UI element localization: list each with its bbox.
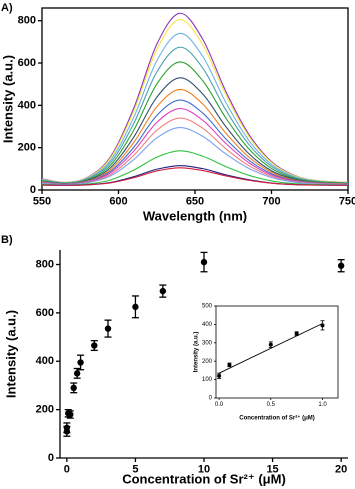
x-tick-label: 15 <box>266 464 278 476</box>
x-tick-label: 5 <box>132 464 138 476</box>
x-tick-label: 0 <box>64 464 70 476</box>
axes-frame <box>215 305 339 399</box>
data-point <box>159 287 167 295</box>
y-tick-label: 800 <box>36 258 54 270</box>
data-point <box>67 411 74 418</box>
y-tick-label: 0 <box>48 452 54 464</box>
data-point <box>132 303 139 311</box>
x-tick-label: 650 <box>186 196 204 208</box>
panel-label: A) <box>1 2 13 14</box>
x-axis-label: Wavelength (nm) <box>143 208 247 223</box>
y-tick-label: 300 <box>202 340 213 346</box>
data-point <box>217 373 222 378</box>
spectrum-line <box>41 88 349 185</box>
y-axis-label: Intensity (a.u.) <box>3 310 18 398</box>
data-point <box>104 325 112 332</box>
data-point <box>73 370 81 377</box>
spectrum-line <box>41 77 349 185</box>
x-axis-label: Concentration of Sr²⁺ (μM) <box>239 415 315 422</box>
spectrum-line <box>41 150 349 186</box>
data-point <box>337 262 345 269</box>
spectrum-line <box>41 117 349 186</box>
y-tick-label: 200 <box>36 404 54 416</box>
x-tick-label: 550 <box>33 196 51 208</box>
spectrum-line <box>41 99 349 185</box>
y-tick-label: 400 <box>18 99 36 111</box>
spectrum-line <box>41 32 349 184</box>
data-point <box>63 424 71 431</box>
axes-frame <box>41 7 349 191</box>
y-tick-label: 200 <box>18 142 36 154</box>
x-tick-label: 600 <box>109 196 127 208</box>
x-tick-label: 0.5 <box>267 402 276 408</box>
x-tick-label: 700 <box>262 196 280 208</box>
y-axis-label: Intensity (a.u.) <box>0 55 15 143</box>
data-point <box>70 384 77 392</box>
data-point <box>320 323 325 328</box>
data-point <box>268 342 273 347</box>
x-tick-label: 20 <box>335 464 347 476</box>
y-tick-label: 500 <box>202 304 213 310</box>
y-axis-label: Intensity (a.u.) <box>194 332 200 373</box>
data-point <box>77 359 84 366</box>
y-tick-label: 200 <box>202 359 213 365</box>
data-point <box>91 342 98 349</box>
x-tick-label: 1.0 <box>318 402 327 408</box>
y-tick-label: 0 <box>30 184 36 196</box>
spectrum-line <box>41 107 349 185</box>
spectrum-line <box>41 127 349 186</box>
x-axis-label: Concentration of Sr²⁺ (μM) <box>122 471 286 486</box>
y-tick-label: 400 <box>36 355 54 367</box>
data-point <box>200 258 208 266</box>
spectrum-line <box>41 12 349 183</box>
y-tick-label: 600 <box>36 307 54 319</box>
spectrum-line <box>41 46 349 184</box>
y-tick-label: 400 <box>202 322 213 328</box>
y-tick-label: 600 <box>18 57 36 69</box>
x-tick-label: 0.0 <box>215 402 224 408</box>
chart-panel: 0 200 400 600 800 0 5 10 15 20 Concentration of Sr… <box>1 234 348 486</box>
chart-panel: 0 200 400 600 800 550 600 650 700 750 Wavelength (… <box>0 2 355 224</box>
y-tick-label: 100 <box>202 377 213 383</box>
y-tick-label: 800 <box>18 15 36 27</box>
panel-label: B) <box>1 234 13 246</box>
fit-line <box>218 323 323 374</box>
x-tick-label: 750 <box>339 196 355 208</box>
spectrum-line <box>41 61 349 184</box>
spectrum-line <box>41 167 349 186</box>
chart-panel: 0 100 200 300 400 500 0.0 0.5 1.0 Concentration o… <box>194 304 339 422</box>
data-point <box>294 331 299 336</box>
x-tick-label: 10 <box>198 464 210 476</box>
y-tick-label: 0 <box>209 396 213 402</box>
data-point <box>227 362 232 367</box>
spectrum-line <box>41 19 349 183</box>
